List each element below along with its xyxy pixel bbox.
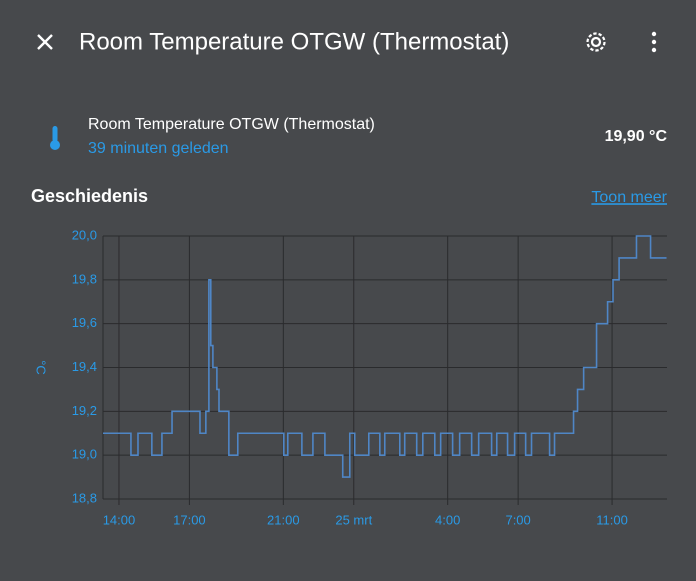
last-changed: 39 minuten geleden [88,140,229,157]
x-tick-label: 14:00 [103,512,136,527]
menu-button[interactable] [651,31,657,53]
entity-name: Room Temperature OTGW (Thermostat) [88,116,375,133]
more-link[interactable]: Toon meer [591,189,667,206]
settings-button[interactable] [586,32,606,52]
history-title: Geschiedenis [31,186,148,206]
y-tick-label: 18,8 [72,490,97,505]
y-tick-label: 20,0 [72,227,97,242]
x-tick-label: 7:00 [505,512,530,527]
x-tick-label: 25 mrt [335,512,372,527]
x-tick-label: 17:00 [173,512,206,527]
x-tick-label: 4:00 [435,512,460,527]
chart: 18,8 19,0 19,2 19,4 19,6 19,8 20,0 14:00 17:00 21… [34,227,667,527]
close-button[interactable] [37,34,53,50]
data-line [103,235,667,478]
y-tick-label: 19,6 [72,315,97,330]
y-axis-label: °C [34,360,49,375]
y-tick-label: 19,4 [72,359,97,374]
dialog-title: Room Temperature OTGW (Thermostat) [79,28,509,55]
y-tick-label: 19,8 [72,271,97,286]
y-tick-label: 19,0 [72,447,97,462]
x-tick-label: 11:00 [596,512,628,527]
thermometer-icon [50,126,60,150]
x-tick-label: 21:00 [267,512,300,527]
y-tick-label: 19,2 [72,403,97,418]
entity-state: 19,90 °C [605,128,668,145]
